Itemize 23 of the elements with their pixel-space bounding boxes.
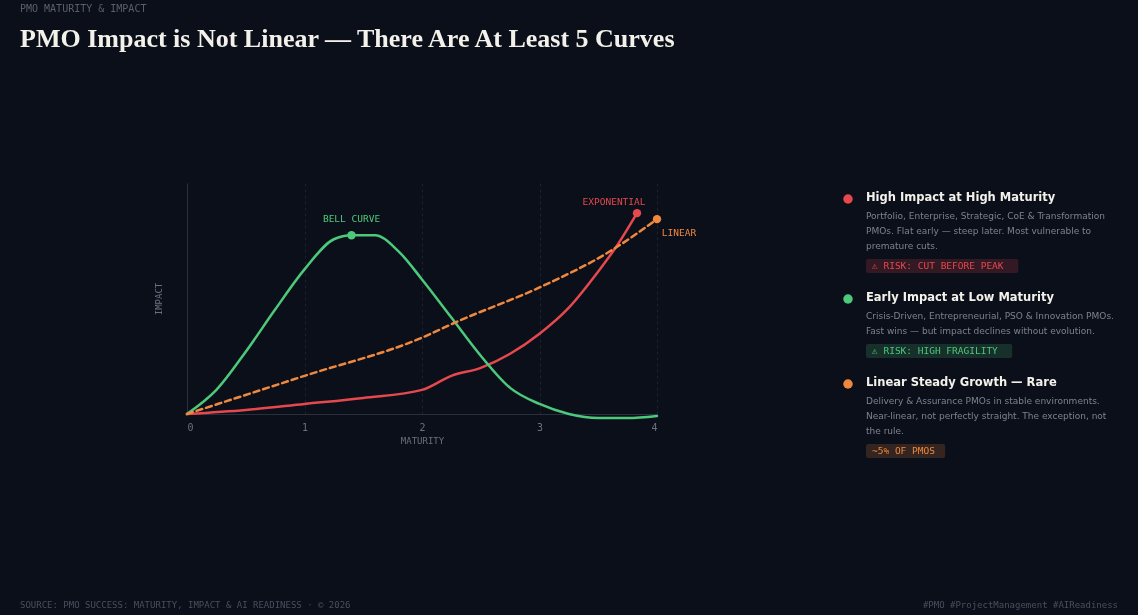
x-tick-label: 1	[301, 421, 309, 433]
text: ⚠ RISK: CUT BEFORE PEAK	[872, 260, 1004, 271]
x-axis-title: MATURITY	[400, 435, 445, 446]
text: Portfolio, Enterprise, Strategic, CoE & Transformation PMOs. Flat early — steep later. Most vulnerable to premature cuts.	[866, 211, 1105, 251]
annotation: EXPONENTIAL	[582, 196, 646, 208]
legend-label: Early Impact at Low Maturity	[866, 290, 1055, 304]
y-axis-title: IMPACT	[153, 282, 164, 316]
text: Crisis-Driven, Entrepreneurial, PSO & Innovation PMOs. Fast wins — but impact declines without evolution.	[866, 311, 1114, 336]
annotation: BELL CURVE	[322, 213, 381, 225]
legend-label: Linear Steady Growth — Rare	[866, 375, 1057, 389]
chart-title: PMO Impact is Not Linear — There Are At Least 5 Curves	[20, 24, 675, 53]
text: PMO MATURITY & IMPACT	[20, 3, 147, 14]
source-note: SOURCE: PMO SUCCESS: MATURITY, IMPACT & AI READINESS · © 2026	[20, 600, 351, 610]
text: ⚠ RISK: HIGH FRAGILITY	[872, 345, 999, 356]
annotation: LINEAR	[661, 227, 697, 239]
text: Delivery & Assurance PMOs in stable environments. Near-linear, not perfectly straight. The exception, not the rule.	[866, 396, 1107, 436]
x-tick-label: 4	[651, 421, 658, 433]
legend-label: High Impact at High Maturity	[866, 190, 1056, 204]
text: ~5% OF PMOS	[872, 445, 936, 456]
text: #PMO #ProjectManagement #AIReadiness	[922, 600, 1118, 610]
x-tick-label: 3	[536, 421, 544, 433]
x-tick-label: 2	[419, 421, 426, 433]
x-tick-label: 0	[187, 421, 194, 433]
